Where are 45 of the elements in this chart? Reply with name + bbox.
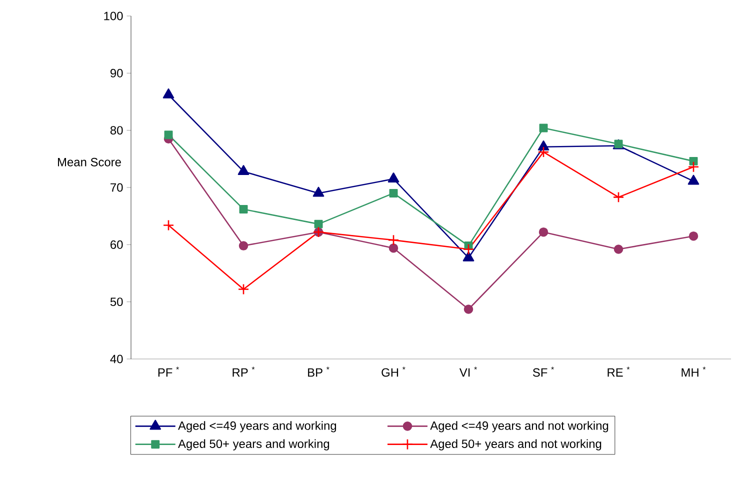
y-tick-label: 90 xyxy=(110,68,123,78)
point xyxy=(614,244,624,254)
y-tick-label: 50 xyxy=(110,298,123,306)
point xyxy=(238,284,250,295)
point xyxy=(162,220,174,231)
point xyxy=(538,146,550,158)
point xyxy=(688,174,700,185)
x-tick-label: GH $^{*}$ xyxy=(382,366,406,377)
x-tick-label: RP $^{*}$ xyxy=(232,366,255,377)
x-tick-label: BP $^{*}$ xyxy=(308,366,330,377)
point xyxy=(538,140,550,150)
legend-label: Aged <=49 years and working xyxy=(178,421,336,432)
point xyxy=(239,204,248,214)
point xyxy=(539,124,548,132)
point xyxy=(688,231,698,241)
y-tick-label: 60 xyxy=(110,240,123,249)
y-tick-label: 80 xyxy=(110,126,123,135)
point xyxy=(689,156,698,166)
point xyxy=(388,243,398,253)
point xyxy=(464,304,474,314)
legend-label: Aged <=49 years and not working xyxy=(430,421,608,432)
point xyxy=(312,186,324,197)
point xyxy=(388,234,400,246)
point xyxy=(688,161,700,173)
y-tick-label: 40 xyxy=(110,354,123,364)
x-tick-label: SF $^{*}$ xyxy=(532,366,554,377)
point xyxy=(612,192,624,203)
point xyxy=(538,227,548,237)
legend-label: Aged 50+ years and not working xyxy=(430,439,602,450)
point xyxy=(314,220,323,228)
point xyxy=(162,88,174,98)
y-tick-label: 70 xyxy=(110,183,123,192)
x-tick-label: PF $^{*}$ xyxy=(158,366,179,377)
point xyxy=(238,241,248,250)
point xyxy=(238,165,250,176)
point xyxy=(389,188,398,198)
legend-label: Aged 50+ years and working xyxy=(178,439,330,450)
x-tick-label: VI $^{*}$ xyxy=(459,366,477,377)
point xyxy=(462,244,474,255)
x-tick-label: RE $^{*}$ xyxy=(608,366,630,377)
x-tick-label: MH $^{*}$ xyxy=(682,366,706,377)
y-axis-title: Mean Score xyxy=(58,158,121,166)
point xyxy=(388,172,400,182)
point xyxy=(164,130,173,140)
y-tick-label: 100 xyxy=(104,12,123,20)
